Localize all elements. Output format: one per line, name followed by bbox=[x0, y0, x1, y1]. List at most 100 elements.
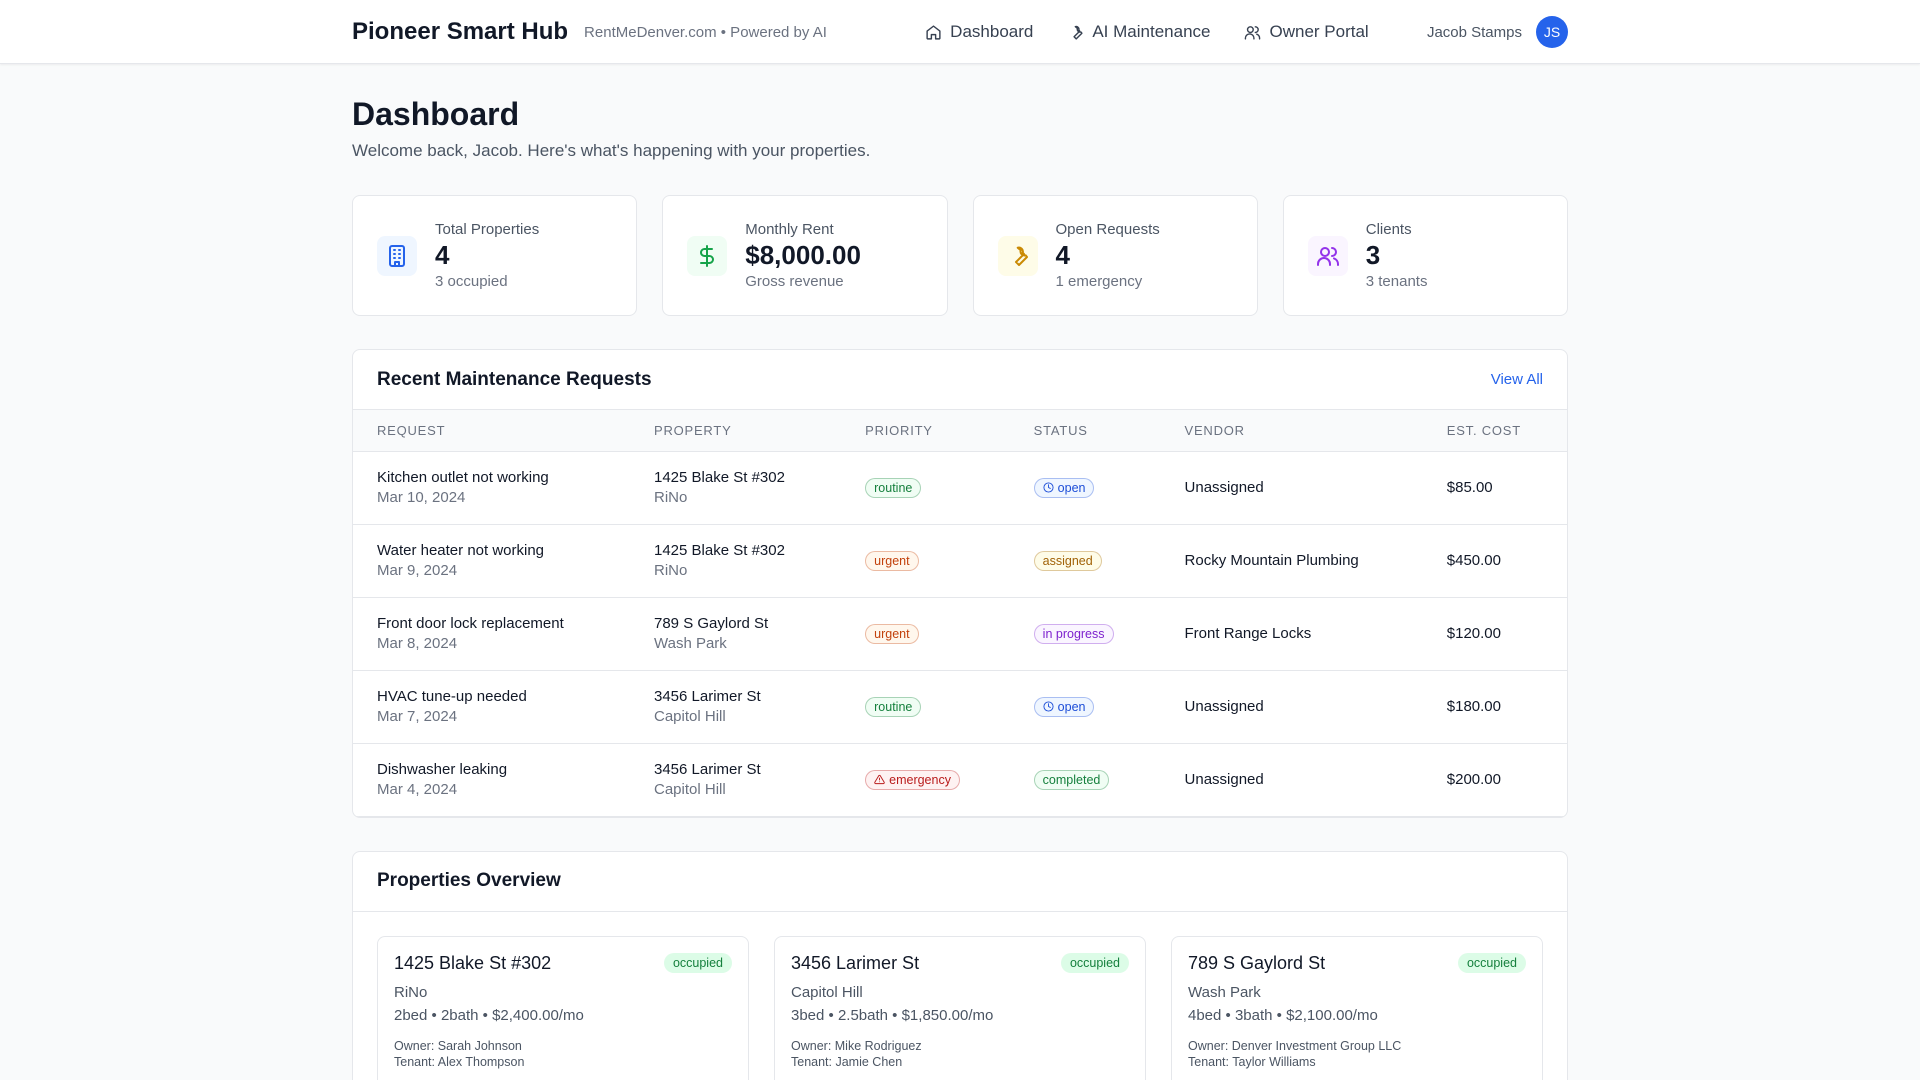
property-address: 3456 Larimer St bbox=[654, 688, 761, 705]
main: Dashboard Welcome back, Jacob. Here's wh… bbox=[352, 96, 1568, 1080]
badge: in progress bbox=[1033, 623, 1114, 644]
cell: in progress bbox=[1009, 597, 1161, 671]
badge-text: completed bbox=[1042, 772, 1101, 787]
stats: Total Properties 4 3 occupied Monthly Rent $… bbox=[352, 195, 1568, 316]
cell: HVAC tune-up needed Mar 7, 2024 bbox=[353, 670, 630, 744]
brand[interactable]: Pioneer Smart Hub bbox=[352, 18, 569, 45]
maintenance-card: Recent Maintenance Requests View All REQU… bbox=[352, 349, 1568, 818]
request-row[interactable]: HVAC tune-up needed Mar 7, 2024 3456 Larim… bbox=[353, 670, 1567, 744]
badge-text: open bbox=[1057, 699, 1086, 714]
people: Owner: Mike Rodriguez Tenant: Jamie Chen bbox=[791, 1038, 1129, 1071]
stat-value: 4 bbox=[435, 240, 450, 270]
badge: routine bbox=[865, 477, 922, 498]
request-row[interactable]: Water heater not working Mar 9, 2024 1425 … bbox=[353, 524, 1567, 598]
property-area: RiNo bbox=[654, 489, 688, 506]
stat-body: Clients 3 3 tenants bbox=[1366, 221, 1428, 290]
view-all[interactable]: View All bbox=[1490, 371, 1543, 388]
stat-card: Monthly Rent $8,000.00 Gross revenue bbox=[662, 195, 948, 316]
nav-link[interactable]: Dashboard bbox=[925, 22, 1033, 42]
cell: open bbox=[1009, 670, 1161, 744]
badge-text: open bbox=[1057, 480, 1086, 495]
stat-card: Total Properties 4 3 occupied bbox=[352, 195, 638, 316]
column-header: PRIORITY bbox=[841, 410, 1010, 452]
avatar[interactable]: JS bbox=[1535, 16, 1568, 48]
property-address: 789 S Gaylord St bbox=[654, 615, 769, 632]
badge-text: emergency bbox=[889, 772, 951, 787]
requests-table: REQUEST PROPERTY PRIORITY STATUS VENDOR EST. … bbox=[353, 410, 1567, 817]
nav-label: AI Maintenance bbox=[1092, 22, 1211, 41]
icon bbox=[1014, 246, 1028, 266]
badge: completed bbox=[1033, 769, 1110, 790]
property-area: Capitol Hill bbox=[654, 781, 726, 798]
cost: $120.00 bbox=[1422, 597, 1567, 671]
property-details: 4bed • 3bath • $2,100.00/mo bbox=[1188, 1006, 1378, 1024]
nav-link[interactable]: AI Maintenance bbox=[1067, 22, 1210, 42]
section-title: Properties Overview bbox=[377, 870, 561, 891]
property-card[interactable]: 789 S Gaylord St occupied Wash Park 4bed • … bbox=[1171, 935, 1543, 1080]
owner: Owner: Mike Rodriguez bbox=[791, 1038, 922, 1053]
request-date: Mar 9, 2024 bbox=[377, 562, 458, 579]
cell: 1425 Blake St #302 RiNo bbox=[630, 524, 842, 598]
stat-icon bbox=[997, 235, 1038, 276]
owner: Owner: Denver Investment Group LLC bbox=[1188, 1038, 1402, 1053]
column-header: EST. COST bbox=[1422, 410, 1567, 452]
column-header: REQUEST bbox=[353, 410, 630, 452]
status-badge: occupied bbox=[1457, 953, 1526, 973]
request-row[interactable]: Front door lock replacement Mar 8, 2024 78… bbox=[353, 597, 1567, 671]
nav-link[interactable]: Owner Portal bbox=[1244, 22, 1369, 42]
request-row[interactable]: Dishwasher leaking Mar 4, 2024 3456 Larime… bbox=[353, 743, 1567, 817]
property-area: Wash Park bbox=[654, 635, 727, 652]
badge-text: routine bbox=[874, 480, 913, 495]
badge: assigned bbox=[1033, 550, 1102, 571]
stat-body: Monthly Rent $8,000.00 Gross revenue bbox=[745, 221, 861, 290]
property-card[interactable]: 3456 Larimer St occupied Capitol Hill 3bed … bbox=[774, 935, 1146, 1080]
stat-label: Total Properties bbox=[435, 221, 540, 238]
request-date: Mar 4, 2024 bbox=[377, 781, 458, 798]
property-address: 1425 Blake St #302 bbox=[654, 469, 785, 486]
cell: 3456 Larimer St Capitol Hill bbox=[630, 670, 842, 744]
section-title: Recent Maintenance Requests bbox=[377, 368, 652, 390]
user-name: Jacob Stamps bbox=[1426, 23, 1522, 41]
nav-label: Owner Portal bbox=[1269, 22, 1369, 41]
badge: urgent bbox=[865, 623, 919, 644]
status-badge: occupied bbox=[1060, 953, 1129, 973]
cell: Water heater not working Mar 9, 2024 bbox=[353, 524, 630, 598]
top-bar: Pioneer Smart Hub RentMeDenver.com • Pow… bbox=[0, 0, 1920, 64]
property-details: 2bed • 2bath • $2,400.00/mo bbox=[394, 1006, 584, 1024]
icon bbox=[926, 24, 941, 40]
stat-value: $8,000.00 bbox=[745, 240, 861, 270]
user[interactable]: Jacob Stamps JS bbox=[1427, 16, 1568, 48]
badge: routine bbox=[865, 696, 922, 717]
stat-note: Gross revenue bbox=[745, 273, 844, 290]
stat-card: Clients 3 3 tenants bbox=[1282, 195, 1568, 316]
cell: assigned bbox=[1009, 524, 1161, 598]
cell: 1425 Blake St #302 RiNo bbox=[630, 451, 842, 525]
stat-card: Open Requests 4 1 emergency bbox=[972, 195, 1258, 316]
properties-card: Properties Overview 1425 Blake St #302 oc… bbox=[352, 850, 1568, 1080]
stat-body: Open Requests 4 1 emergency bbox=[1056, 221, 1160, 290]
property-card[interactable]: 1425 Blake St #302 occupied RiNo 2bed • 2ba… bbox=[377, 935, 749, 1080]
request-date: Mar 8, 2024 bbox=[377, 635, 458, 652]
nav-label: Dashboard bbox=[950, 22, 1034, 41]
page-title: Dashboard bbox=[352, 96, 520, 132]
badge: urgent bbox=[865, 550, 919, 571]
stat-label: Open Requests bbox=[1055, 221, 1160, 238]
stat-value: 3 bbox=[1365, 240, 1381, 270]
badge: emergency bbox=[865, 769, 960, 790]
request-date: Mar 10, 2024 bbox=[377, 489, 466, 506]
request-title: Dishwasher leaking bbox=[377, 761, 508, 778]
badge-text: routine bbox=[874, 699, 913, 714]
cost: $180.00 bbox=[1422, 670, 1567, 744]
page-subtitle: Welcome back, Jacob. Here's what's happe… bbox=[352, 141, 871, 160]
property-address: 789 S Gaylord St bbox=[1188, 952, 1326, 973]
people: Owner: Sarah Johnson Tenant: Alex Thompso… bbox=[394, 1038, 732, 1071]
cell: 789 S Gaylord St Wash Park bbox=[630, 597, 842, 671]
cell: Kitchen outlet not working Mar 10, 2024 bbox=[353, 451, 630, 525]
owner: Owner: Sarah Johnson bbox=[394, 1038, 522, 1053]
request-row[interactable]: Kitchen outlet not working Mar 10, 2024 14… bbox=[353, 451, 1567, 525]
cell: Front door lock replacement Mar 8, 2024 bbox=[353, 597, 630, 671]
stat-body: Total Properties 4 3 occupied bbox=[435, 221, 539, 290]
cell: open bbox=[1009, 451, 1161, 525]
status-badge: occupied bbox=[663, 953, 732, 973]
